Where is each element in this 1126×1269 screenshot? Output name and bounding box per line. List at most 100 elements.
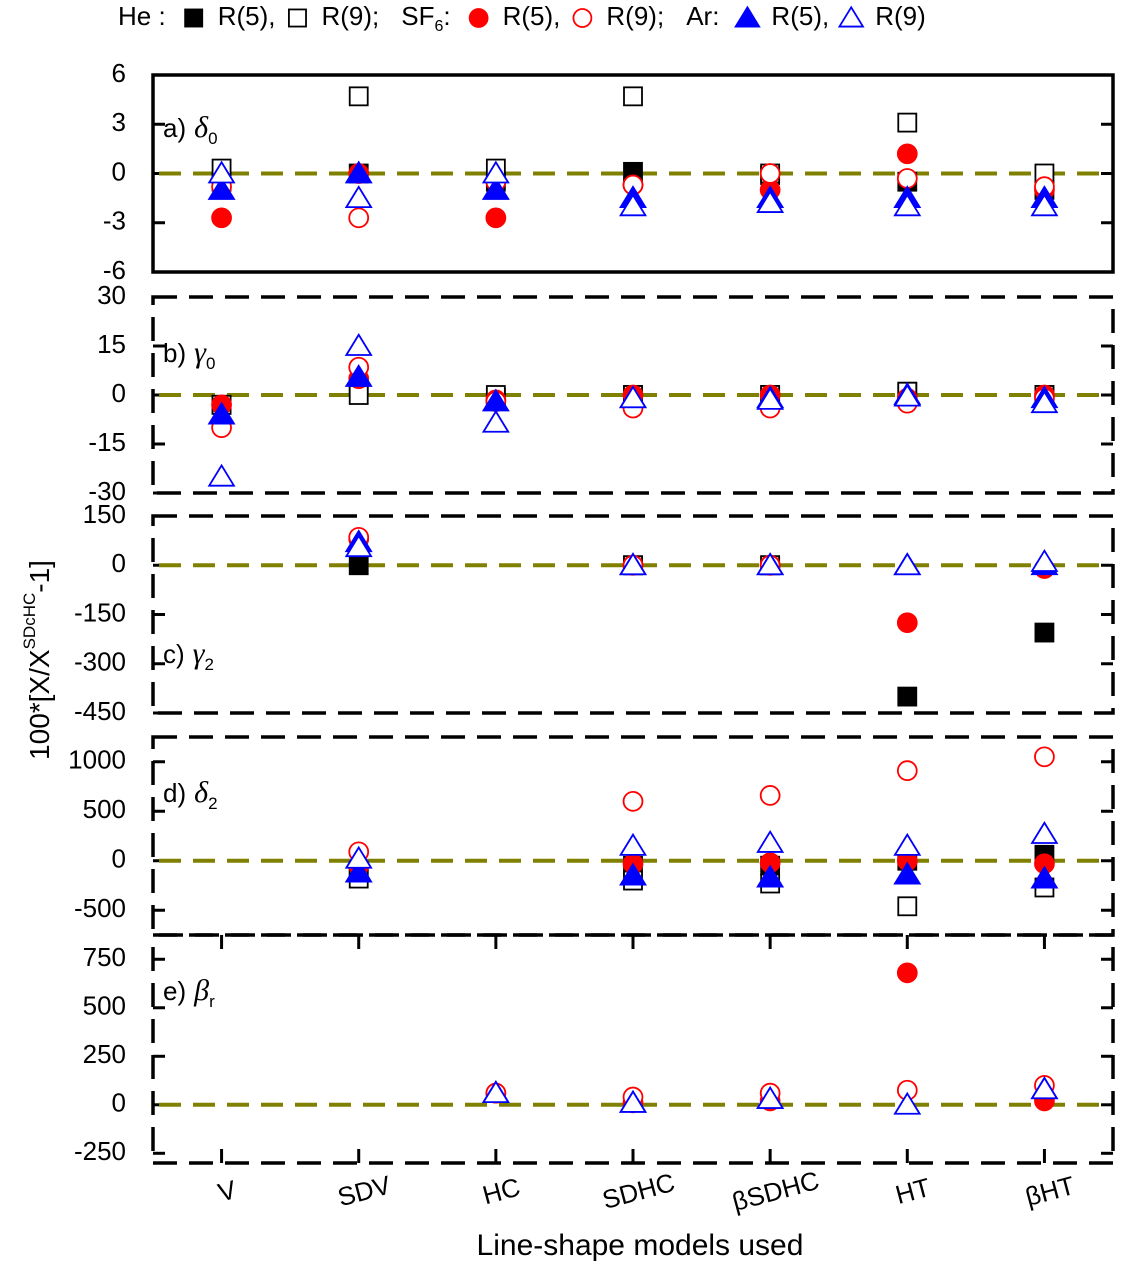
data-point — [893, 861, 922, 885]
data-point — [756, 1085, 785, 1109]
data-point — [207, 176, 236, 200]
legend-marker — [572, 8, 593, 28]
panel-label: d) δ2 — [163, 776, 218, 814]
x-tick-label: βSDHC — [729, 1165, 822, 1217]
panel-label-letter: c) — [163, 639, 185, 669]
data-point — [893, 832, 922, 856]
data-point — [893, 383, 922, 407]
data-point — [756, 386, 785, 410]
y-tick-label: -6 — [103, 255, 126, 285]
data-point — [211, 207, 232, 229]
data-point — [1030, 193, 1059, 217]
data-point — [756, 552, 785, 576]
x-tick-label: SDHC — [599, 1167, 678, 1215]
panel-label: c) γ2 — [163, 637, 214, 675]
data-point — [893, 552, 922, 576]
data-point — [619, 193, 647, 217]
legend-group-label: He : — [118, 1, 166, 31]
panel-label-symbol: β — [193, 974, 209, 1007]
data-point — [1034, 622, 1055, 643]
data-point — [1030, 865, 1059, 889]
data-point — [896, 143, 918, 165]
x-tick-label: HC — [479, 1172, 523, 1211]
data-point — [619, 1089, 647, 1113]
data-point — [481, 160, 510, 184]
y-tick-label: 500 — [83, 794, 126, 824]
data-point — [348, 86, 369, 107]
y-axis-label-part: 100*[X/X — [24, 649, 55, 760]
data-point — [207, 401, 236, 425]
x-tick-label: SDV — [334, 1169, 394, 1212]
y-tick-label: 0 — [112, 844, 126, 874]
data-point — [348, 207, 370, 229]
data-point — [896, 168, 918, 189]
legend-group-label: Ar: — [686, 1, 719, 31]
y-tick-label: 15 — [97, 329, 126, 359]
data-point — [759, 163, 781, 184]
x-tick-label: HT — [892, 1172, 933, 1210]
data-point — [896, 612, 918, 634]
panel-label: b) γ0 — [163, 336, 215, 374]
panel-label-symbol: δ — [194, 776, 209, 809]
data-point — [893, 193, 922, 217]
panel-frame — [151, 933, 1115, 1165]
y-tick-label: -500 — [74, 893, 126, 923]
data-point — [485, 207, 507, 229]
data-point — [344, 185, 373, 209]
data-point — [344, 859, 373, 883]
panel-frame — [151, 514, 1115, 715]
x-tick-label: V — [215, 1174, 240, 1208]
data-point — [759, 785, 781, 806]
x-axis-label: Line-shape models used — [477, 1229, 804, 1262]
y-tick-label: 0 — [112, 156, 126, 186]
data-point — [897, 686, 918, 707]
data-point — [619, 862, 647, 886]
data-point — [619, 832, 647, 856]
legend-label: R(9) — [875, 1, 926, 31]
data-point — [1030, 821, 1059, 844]
y-axis-label-sup: SDcHC — [20, 593, 39, 650]
panel-label: e) βr — [163, 974, 215, 1012]
data-point — [896, 962, 918, 984]
legend-label: R(5), — [218, 1, 276, 31]
data-point — [344, 534, 373, 558]
data-point — [893, 1091, 922, 1115]
data-point — [756, 864, 785, 888]
panel-label-symbol: γ — [194, 336, 207, 369]
legend-marker — [468, 8, 489, 28]
data-point — [207, 463, 236, 487]
data-point — [481, 176, 510, 200]
panel-label-sub: 2 — [205, 655, 214, 674]
data-point — [622, 790, 644, 812]
data-point — [896, 760, 918, 782]
data-point — [619, 385, 647, 409]
data-point — [1034, 746, 1055, 768]
data-point — [897, 896, 918, 917]
panel-label-symbol: γ — [193, 637, 206, 670]
legend-label: R(9); — [321, 1, 379, 31]
x-tick-label: βHT — [1022, 1170, 1078, 1212]
y-tick-label: 30 — [97, 280, 126, 310]
legend-group-end: : — [443, 1, 450, 31]
y-tick-label: -450 — [74, 696, 126, 726]
data-point — [623, 86, 643, 107]
y-tick-label: -250 — [74, 1136, 126, 1166]
legend-label: R(9); — [606, 1, 664, 31]
legend-marker — [837, 5, 865, 28]
y-tick-label: 750 — [83, 942, 126, 972]
data-point — [344, 845, 373, 869]
data-point — [619, 552, 647, 576]
y-tick-label: 0 — [112, 1088, 126, 1118]
legend-marker — [288, 8, 307, 28]
panel-label-sub: 0 — [208, 129, 217, 148]
y-tick-label: 1000 — [68, 745, 126, 775]
panel-label-symbol: δ — [194, 111, 209, 144]
y-tick-label: 0 — [112, 378, 126, 408]
legend-group-label: SF — [401, 1, 434, 31]
y-tick-label: -15 — [88, 427, 126, 457]
data-point — [756, 190, 785, 213]
panel-label-letter: d) — [163, 778, 186, 808]
y-tick-label: -30 — [88, 476, 126, 506]
y-tick-label: -300 — [74, 647, 126, 677]
panel-label-letter: a) — [163, 113, 186, 143]
